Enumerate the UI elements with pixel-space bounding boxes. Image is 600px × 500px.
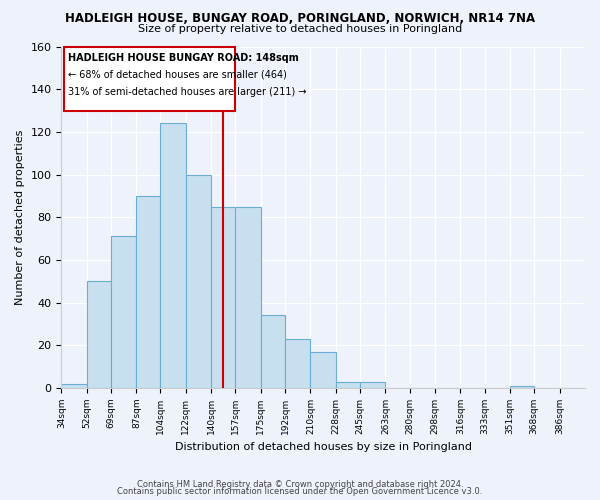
Bar (136, 196, 160, 388)
Bar (310, 352, 336, 388)
Text: HADLEIGH HOUSE, BUNGAY ROAD, PORINGLAND, NORWICH, NR14 7NA: HADLEIGH HOUSE, BUNGAY ROAD, PORINGLAND,… (65, 12, 535, 26)
Bar (336, 382, 360, 388)
X-axis label: Distribution of detached houses by size in Poringland: Distribution of detached houses by size … (175, 442, 472, 452)
Text: HADLEIGH HOUSE BUNGAY ROAD: 148sqm: HADLEIGH HOUSE BUNGAY ROAD: 148sqm (68, 53, 299, 63)
Bar (87, 282, 111, 388)
Text: Size of property relative to detached houses in Poringland: Size of property relative to detached ho… (138, 24, 462, 34)
Bar (285, 339, 310, 388)
FancyBboxPatch shape (64, 46, 235, 110)
Bar (160, 124, 186, 388)
Text: Contains HM Land Registry data © Crown copyright and database right 2024.: Contains HM Land Registry data © Crown c… (137, 480, 463, 489)
Bar (235, 206, 261, 388)
Bar (510, 386, 534, 388)
Y-axis label: Number of detached properties: Number of detached properties (15, 130, 25, 305)
Text: Contains public sector information licensed under the Open Government Licence v3: Contains public sector information licen… (118, 488, 482, 496)
Bar (211, 206, 235, 388)
Bar (186, 174, 211, 388)
Bar (111, 236, 136, 388)
Text: 31% of semi-detached houses are larger (211) →: 31% of semi-detached houses are larger (… (68, 87, 307, 97)
Bar (61, 384, 87, 388)
Bar (360, 382, 385, 388)
Text: ← 68% of detached houses are smaller (464): ← 68% of detached houses are smaller (46… (68, 70, 287, 80)
Bar (261, 316, 285, 388)
